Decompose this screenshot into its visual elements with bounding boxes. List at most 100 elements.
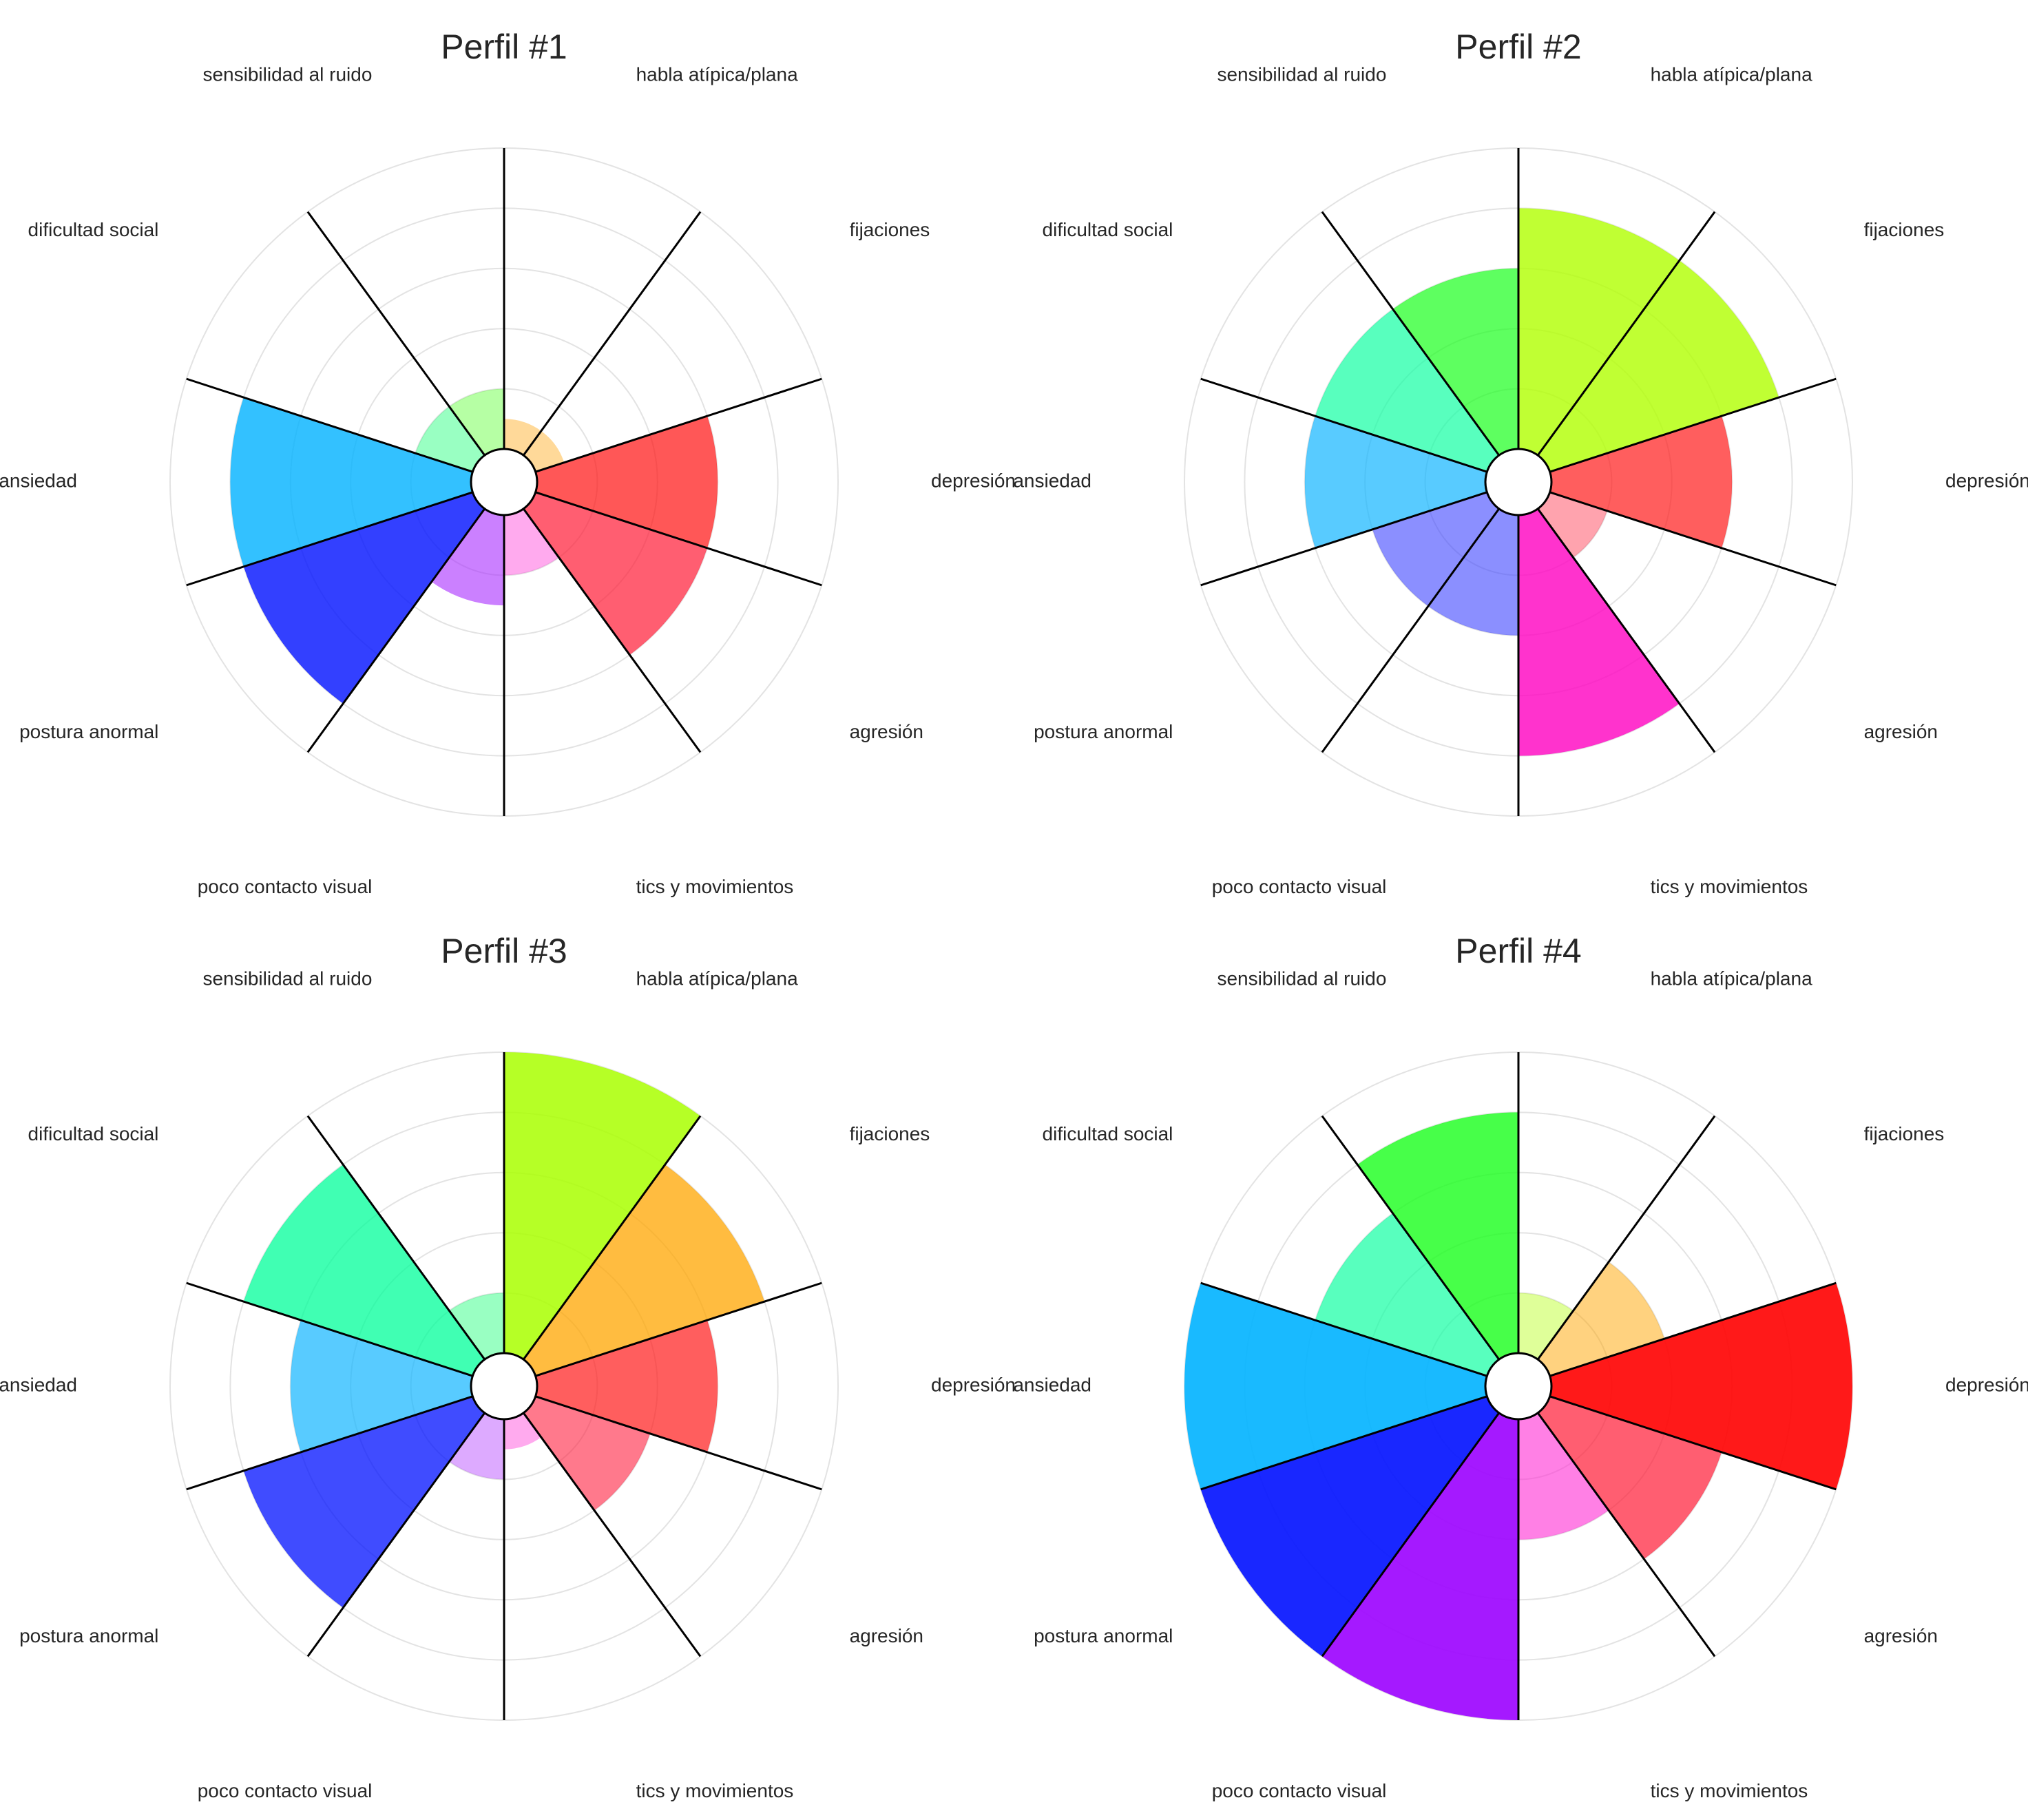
spoke-line: [1537, 508, 1716, 753]
category-label: depresión: [1945, 470, 2028, 491]
bar-3: [535, 1320, 718, 1452]
category-label: ansiedad: [1013, 1374, 1091, 1395]
category-label: tics y movimientos: [636, 876, 794, 897]
category-label: sensibilidad al ruido: [1217, 64, 1386, 85]
bar-9: [1315, 309, 1499, 472]
bar-8: [1184, 1283, 1487, 1489]
bar-7: [1372, 492, 1499, 607]
spokes: [186, 148, 822, 816]
category-label: depresión: [1945, 1374, 2028, 1395]
bar-10: [1392, 268, 1518, 456]
spokes: [1200, 148, 1837, 816]
bar-8: [290, 1320, 473, 1452]
category-label: fijaciones: [850, 1123, 930, 1144]
category-label: dificultad social: [1043, 219, 1173, 240]
spoke-line: [306, 1115, 485, 1361]
bar-3: [1549, 1283, 1852, 1489]
spoke-line: [535, 1282, 822, 1377]
category-label: habla atípica/plana: [1651, 64, 1813, 85]
spoke-line: [186, 491, 473, 587]
category-label: fijaciones: [1864, 219, 1945, 240]
bar-5: [504, 1412, 541, 1450]
spoke-line: [535, 491, 822, 587]
spoke-line: [1537, 211, 1716, 457]
polar-panel-1: Perfil #1 habla atípica/plana fijaciones de…: [0, 28, 1016, 897]
panel-title: Perfil #4: [1455, 932, 1581, 970]
category-label: poco contacto visual: [1212, 876, 1387, 897]
bar-4: [523, 492, 708, 655]
category-label: agresión: [1864, 1625, 1938, 1646]
spoke-line: [186, 1282, 473, 1377]
category-label: habla atípica/plana: [636, 64, 799, 85]
category-label: poco contacto visual: [1212, 1780, 1387, 1801]
bar-10: [449, 388, 504, 456]
polar-panel-2: Perfil #2 habla atípica/plana fijaciones de…: [1013, 28, 2028, 897]
bar-9: [415, 406, 485, 472]
bar-4: [523, 1396, 650, 1511]
category-label: habla atípica/plana: [1651, 968, 1813, 990]
category-label: sensibilidad al ruido: [202, 968, 372, 990]
spoke-line: [523, 1115, 702, 1361]
polar-panel-4: Perfil #4 habla atípica/plana fijaciones de…: [1013, 932, 2028, 1801]
category-label: fijaciones: [850, 219, 930, 240]
bar-6: [1428, 508, 1518, 636]
bar-5: [1518, 508, 1680, 756]
spoke-line: [1200, 377, 1487, 473]
category-label: postura anormal: [19, 1625, 158, 1646]
spoke-line: [1321, 1115, 1500, 1361]
category-label: agresión: [850, 721, 923, 742]
spoke-line: [523, 1412, 702, 1657]
spoke-line: [1537, 1412, 1716, 1657]
category-label: fijaciones: [1864, 1123, 1945, 1144]
category-label: tics y movimientos: [636, 1780, 794, 1801]
category-label: depresión: [931, 470, 1016, 491]
category-label: postura anormal: [1034, 1625, 1173, 1646]
category-label: ansiedad: [0, 1374, 77, 1395]
bar-2: [1538, 1262, 1664, 1377]
spoke-line: [1321, 1412, 1500, 1657]
polar-panel-3: Perfil #3 habla atípica/plana fijaciones de…: [0, 932, 1016, 1801]
category-label: tics y movimientos: [1651, 876, 1808, 897]
spoke-line: [186, 1395, 473, 1491]
bar-9: [1315, 1213, 1499, 1377]
spoke-line: [1537, 1115, 1716, 1361]
category-label: habla atípica/plana: [636, 968, 799, 990]
spoke-line: [306, 508, 485, 753]
center-hole: [470, 1352, 539, 1421]
spoke-line: [1321, 211, 1500, 457]
spoke-line: [1321, 508, 1500, 753]
panel-title: Perfil #3: [441, 932, 567, 970]
category-label: depresión: [931, 1374, 1016, 1395]
spoke-line: [535, 377, 822, 473]
category-label: ansiedad: [1013, 470, 1091, 491]
bar-3: [1549, 416, 1733, 548]
spoke-line: [1549, 491, 1837, 587]
category-label: postura anormal: [19, 721, 158, 742]
spoke-line: [1549, 1282, 1837, 1377]
bar-7: [1200, 1396, 1499, 1657]
category-label: ansiedad: [0, 470, 77, 491]
bar-4: [1538, 1396, 1722, 1559]
bar-8: [1304, 416, 1487, 548]
bar-1: [1518, 208, 1680, 456]
spoke-line: [1200, 1282, 1487, 1377]
center-hole: [1484, 448, 1553, 516]
bar-5: [1518, 1412, 1609, 1540]
bar-1: [1518, 1293, 1574, 1360]
bar-4: [1538, 492, 1607, 558]
bar-7: [243, 1396, 485, 1608]
spoke-line: [1549, 377, 1837, 473]
bar-6: [431, 508, 504, 606]
category-label: tics y movimientos: [1651, 1780, 1808, 1801]
bar-7: [243, 492, 485, 704]
spoke-line: [186, 377, 473, 473]
spoke-line: [1549, 1395, 1837, 1491]
bar-3: [535, 416, 718, 548]
spoke-line: [523, 508, 702, 753]
category-label: poco contacto visual: [198, 876, 373, 897]
center-hole: [470, 448, 539, 516]
spoke-line: [1200, 491, 1487, 587]
center-hole: [1484, 1352, 1553, 1421]
category-label: postura anormal: [1034, 721, 1173, 742]
